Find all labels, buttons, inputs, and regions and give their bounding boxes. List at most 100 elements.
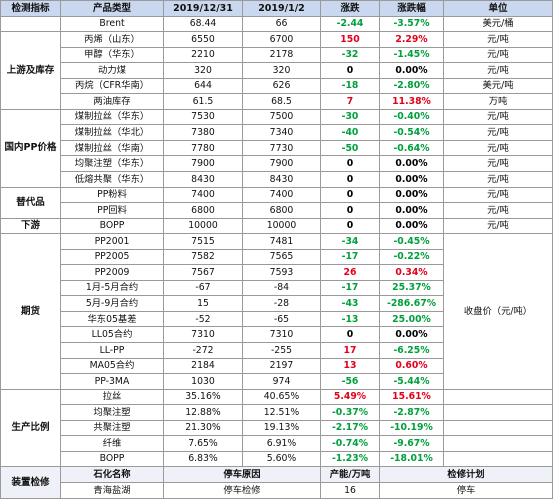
- table-row: 丙烷（CFR华南） 644 626 -18 -2.80% 美元/吨: [1, 77, 553, 95]
- value-cell-1: 7310: [163, 326, 243, 344]
- change-cell: 0: [320, 155, 380, 173]
- table-row: 华东05基差 -52 -65 -13 25.00%: [1, 310, 553, 328]
- value-cell-1: 7515: [163, 233, 243, 250]
- value-cell-2: 6700: [242, 31, 321, 48]
- value-cell-2: 7340: [242, 124, 321, 141]
- value-cell-1: 7780: [163, 139, 243, 157]
- change-cell: -34: [320, 233, 380, 250]
- value-cell-2: 7730: [242, 139, 321, 157]
- product-cell: 纤维: [60, 435, 164, 452]
- value-cell-1: 6.83%: [163, 450, 243, 468]
- unit-cell: 收盘价（元/吨）: [443, 233, 553, 390]
- product-cell: 两油库存: [60, 93, 164, 110]
- change-pct-cell: -0.54%: [379, 124, 444, 141]
- value-cell-2: 2197: [242, 357, 321, 375]
- unit-cell: 元/吨: [443, 31, 553, 48]
- category-cell: 国内PP价格: [0, 108, 61, 188]
- change-pct-cell: 2.29%: [379, 31, 444, 48]
- value-cell-2: 12.51%: [242, 404, 321, 421]
- change-pct-cell: -286.67%: [379, 295, 444, 312]
- change-cell: 17: [320, 342, 380, 359]
- product-cell: 丙烯（山东）: [60, 31, 164, 48]
- value-cell-1: 61.5: [163, 93, 243, 110]
- table-row: Brent 68.44 66 -2.44 -3.57% 美元/桶: [0, 15, 553, 33]
- product-cell: PP-3MA: [60, 373, 164, 390]
- product-cell: 拉丝: [60, 388, 164, 406]
- change-cell: -2.44: [320, 15, 380, 33]
- change-pct-cell: 0.00%: [379, 326, 444, 344]
- change-cell: 0: [320, 186, 380, 204]
- category-cell: 替代品: [0, 186, 61, 219]
- value-cell-1: 644: [163, 77, 243, 95]
- value-cell-2: 7900: [242, 155, 321, 173]
- table-row: 煤制拉丝（华北） 7380 7340 -40 -0.54% 元/吨: [1, 124, 553, 141]
- product-cell: PP2001: [60, 233, 164, 250]
- change-cell: -1.23%: [320, 450, 380, 468]
- change-pct-cell: 0.00%: [379, 217, 444, 235]
- change-cell: 0: [320, 217, 380, 235]
- value-cell-1: 10000: [163, 217, 243, 235]
- header-date-2: 2019/1/2: [242, 0, 321, 17]
- product-cell: 共聚注塑: [60, 419, 164, 437]
- value-cell-2: -84: [242, 279, 321, 297]
- table-row: 均聚注塑 12.88% 12.51% -0.37% -2.87%: [1, 404, 553, 421]
- header-indicator: 检测指标: [0, 0, 61, 17]
- value-cell-1: 7.65%: [163, 435, 243, 452]
- table-row: 甲醇（华东） 2210 2178 -32 -1.45% 元/吨: [1, 46, 553, 64]
- change-cell: 0: [320, 202, 380, 219]
- change-pct-cell: -0.22%: [379, 248, 444, 266]
- category-cell: 生产比例: [0, 388, 61, 468]
- maintenance-reason: 停车检修: [163, 481, 321, 499]
- table-row: 生产比例 拉丝 35.16% 40.65% 5.49% 15.61%: [0, 388, 553, 468]
- unit-cell: 元/吨: [443, 62, 553, 79]
- maintenance-header-capacity: 产能/万吨: [320, 466, 380, 483]
- table-row: 纤维 7.65% 6.91% -0.74% -9.67%: [1, 435, 553, 452]
- unit-cell: 美元/吨: [443, 77, 553, 95]
- change-cell: 0: [320, 171, 380, 188]
- unit-cell: 元/吨: [443, 46, 553, 64]
- table-row: 煤制拉丝（华南） 7780 7730 -50 -0.64% 元/吨: [1, 139, 553, 157]
- value-cell-2: 7310: [242, 326, 321, 344]
- value-cell-2: 68.5: [242, 93, 321, 110]
- value-cell-1: 6550: [163, 31, 243, 48]
- table-row: PP2005 7582 7565 -17 -0.22%: [1, 248, 553, 266]
- value-cell-2: 66: [242, 15, 321, 33]
- change-pct-cell: -10.19%: [379, 419, 444, 437]
- unit-cell: 元/吨: [443, 108, 553, 126]
- change-pct-cell: 25.37%: [379, 279, 444, 297]
- maintenance-header-plan: 检修计划: [379, 466, 553, 483]
- value-cell-2: 10000: [242, 217, 321, 235]
- change-cell: 150: [320, 31, 380, 48]
- unit-cell: 元/吨: [443, 186, 553, 204]
- value-cell-2: 7593: [242, 264, 321, 281]
- product-cell: 1月-5月合约: [60, 279, 164, 297]
- change-pct-cell: -9.67%: [379, 435, 444, 452]
- unit-cell: [443, 404, 553, 421]
- value-cell-1: 7380: [163, 124, 243, 141]
- product-cell: 5月-9月合约: [60, 295, 164, 312]
- value-cell-2: 6800: [242, 202, 321, 219]
- change-cell: -50: [320, 139, 380, 157]
- value-cell-1: 12.88%: [163, 404, 243, 421]
- change-cell: -43: [320, 295, 380, 312]
- change-pct-cell: -5.44%: [379, 373, 444, 390]
- maintenance-capacity: 16: [320, 481, 380, 499]
- category-cell: [0, 15, 61, 33]
- maintenance-header-name: 石化名称: [60, 466, 164, 483]
- value-cell-2: 7481: [242, 233, 321, 250]
- product-cell: BOPP: [60, 450, 164, 468]
- value-cell-1: 7530: [163, 108, 243, 126]
- category-cell: 下游: [0, 217, 61, 235]
- change-cell: -17: [320, 248, 380, 266]
- value-cell-1: -272: [163, 342, 243, 359]
- table-row: LL-PP -272 -255 17 -6.25%: [1, 342, 553, 359]
- table-row: 国内PP价格 煤制拉丝（华东） 7530 7500 -30 -0.40% 元/吨: [0, 108, 553, 188]
- unit-cell: 元/吨: [443, 155, 553, 173]
- change-pct-cell: 0.00%: [379, 155, 444, 173]
- value-cell-2: 7400: [242, 186, 321, 204]
- unit-cell: 元/吨: [443, 171, 553, 188]
- value-cell-1: 15: [163, 295, 243, 312]
- maintenance-name: 青海盐湖: [60, 481, 164, 499]
- change-cell: -13: [320, 310, 380, 328]
